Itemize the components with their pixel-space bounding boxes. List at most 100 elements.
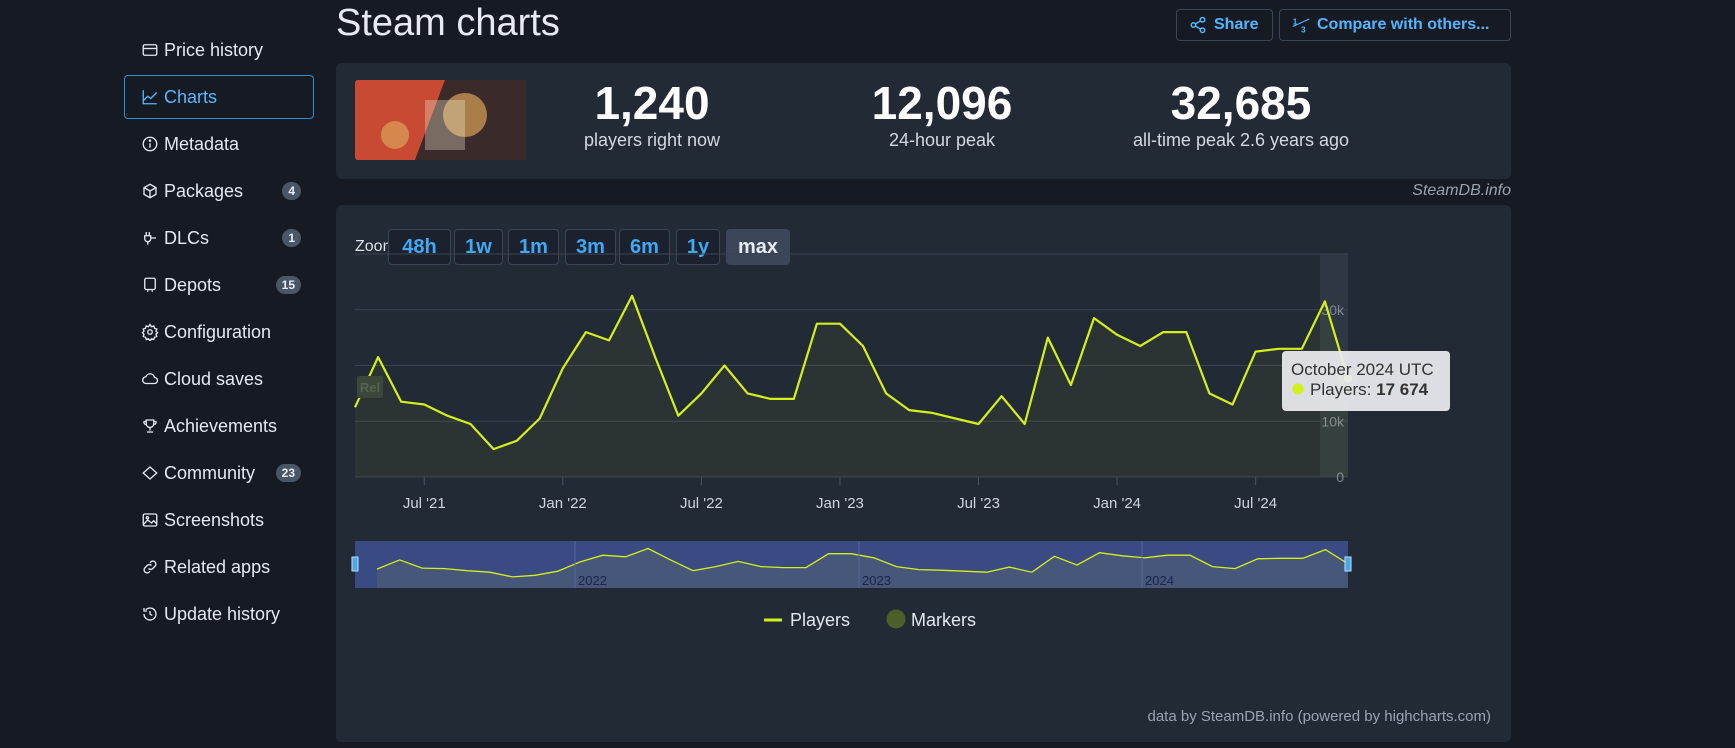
zoom-6m-button[interactable]: 6m: [619, 229, 670, 265]
legend-markers-swatch: [886, 609, 906, 629]
sidebar-item-achievements[interactable]: Achievements: [124, 404, 314, 448]
share-label: Share: [1214, 16, 1259, 33]
diamond-icon: [140, 463, 160, 483]
navigator-right-handle: [1344, 556, 1352, 572]
sidebar-item-label: Community: [164, 462, 256, 483]
zoom-1m-button[interactable]: 1m: [508, 229, 559, 265]
sidebar-item-label: Charts: [164, 86, 218, 107]
tooltip-value: 17 674: [1376, 380, 1429, 399]
current-players-stat: 1,240 players right now: [552, 77, 752, 151]
legend-players-label: Players: [790, 610, 850, 630]
x-tick-label: Jul '21: [403, 495, 446, 512]
zoom-1w-button[interactable]: 1w: [454, 229, 503, 265]
sidebar-item-related-apps[interactable]: Related apps: [124, 545, 314, 589]
sidebar-item-label: DLCs: [164, 227, 210, 248]
sidebar-item-update-history[interactable]: Update history: [124, 592, 314, 636]
sidebar-item-depots[interactable]: Depots 15: [124, 263, 314, 307]
navigator-left-handle: [351, 556, 359, 572]
sidebar-item-label: Update history: [164, 603, 281, 624]
peak-24h-stat: 12,096 24-hour peak: [817, 77, 1067, 151]
steamdb-attribution: SteamDB.info: [1412, 182, 1511, 199]
sidebar-item-price-history[interactable]: Price history: [124, 28, 314, 72]
cloud-icon: [140, 369, 160, 389]
sidebar-item-label: Achievements: [164, 415, 278, 436]
compare-label: Compare with others...: [1317, 16, 1490, 33]
count-badge: 15: [275, 276, 301, 294]
y-tick-label: 0: [1336, 469, 1344, 485]
navigator-selected-range: [355, 541, 1348, 588]
y-tick-label: 10k: [1321, 413, 1345, 429]
tooltip-box: [1282, 351, 1450, 411]
link-icon: [140, 557, 160, 577]
chart-credits: data by SteamDB.info (powered by highcha…: [1147, 708, 1492, 725]
gear-icon: [140, 322, 160, 342]
sidebar-item-label: Related apps: [164, 556, 271, 577]
compare-button[interactable]: 1 3 Compare with others...: [1279, 9, 1511, 41]
price-history-icon: [140, 40, 160, 60]
all-time-peak-stat: 32,685 all-time peak 2.6 years ago: [1106, 77, 1376, 151]
x-tick-label: Jul '23: [957, 495, 1000, 512]
zoom-3m-button[interactable]: 3m: [565, 229, 616, 265]
sidebar-item-configuration[interactable]: Configuration: [124, 310, 314, 354]
depot-icon: [140, 275, 160, 295]
player-count-chart: 0 10k 20k 30k Jul '21 Jan '22 Jul '22 Jan '23 Ju…: [351, 253, 1450, 630]
count-badge: 1: [282, 229, 301, 247]
tooltip-series-label: Players:: [1310, 380, 1376, 399]
zoom-1y-button[interactable]: 1y: [676, 229, 720, 265]
hover-point: [1342, 372, 1354, 385]
share-icon: [1190, 16, 1206, 34]
release-marker-flag: Rel: [357, 376, 383, 398]
y-tick-label: 20k: [1321, 358, 1345, 374]
fraction-icon: 1 3: [1292, 17, 1310, 35]
tooltip-row: Players: 17 674: [1310, 380, 1429, 399]
chart-legend: Players Markers: [764, 609, 976, 630]
current-players-value: 1,240: [594, 77, 710, 129]
sidebar-item-label: Packages: [164, 180, 244, 201]
sidebar-item-packages[interactable]: Packages 4: [124, 169, 314, 213]
players-line: [354, 294, 1350, 451]
zoom-label: Zoom: [355, 238, 396, 255]
sidebar-item-label: Configuration: [164, 321, 272, 342]
zoom-max-button[interactable]: max: [726, 229, 790, 265]
sidebar-item-charts[interactable]: Charts: [124, 75, 314, 119]
tooltip-title: October 2024 UTC: [1291, 360, 1434, 379]
x-tick-label: Jul '24: [1234, 495, 1277, 512]
history-icon: [140, 604, 160, 624]
x-tick-label: Jan '24: [1093, 495, 1141, 512]
x-tick-label: Jan '23: [816, 495, 864, 512]
count-badge: 23: [275, 464, 301, 482]
chart-panel: Zoom 48h 1w 1m 3m 6m 1y max 0 10k 20k 30k Jul '21 J…: [336, 205, 1511, 742]
players-area: [355, 295, 1348, 477]
sidebar-item-cloud-saves[interactable]: Cloud saves: [124, 357, 314, 401]
game-cover-image[interactable]: [355, 80, 526, 160]
sidebar-item-community[interactable]: Community 23: [124, 451, 314, 495]
sidebar-item-label: Screenshots: [164, 509, 265, 530]
x-tick-label: Jul '22: [680, 495, 723, 512]
zoom-48h-button[interactable]: 48h: [388, 229, 451, 265]
sidebar-item-label: Cloud saves: [164, 368, 264, 389]
trophy-icon: [140, 416, 160, 436]
sidebar-item-dlcs[interactable]: DLCs 1: [124, 216, 314, 260]
current-period-band: [1320, 254, 1348, 477]
marker-flag-box: [357, 376, 383, 398]
info-icon: [140, 134, 160, 154]
sidebar-item-label: Metadata: [164, 133, 240, 154]
all-time-peak-label: all-time peak 2.6 years ago: [1132, 130, 1350, 150]
navigator-year-label: 2023: [862, 573, 891, 588]
chart-icon: [140, 87, 160, 107]
sidebar-item-label: Price history: [164, 39, 264, 60]
hover-halo: [1338, 368, 1358, 389]
share-button[interactable]: Share: [1176, 9, 1273, 41]
stats-panel: 1,240 players right now 12,096 24-hour p…: [336, 63, 1511, 179]
sidebar-nav: Price history Charts Metadata Packages 4 DLCs…: [124, 28, 314, 639]
image-icon: [140, 510, 160, 530]
svg-text:3: 3: [1301, 26, 1306, 35]
sidebar-item-label: Depots: [164, 274, 222, 295]
plug-icon: [140, 228, 160, 248]
page-title: Steam charts: [336, 2, 560, 44]
sidebar-item-screenshots[interactable]: Screenshots: [124, 498, 314, 542]
sidebar-item-metadata[interactable]: Metadata: [124, 122, 314, 166]
peak-24h-value: 12,096: [871, 77, 1013, 129]
count-badge: 4: [282, 182, 301, 200]
